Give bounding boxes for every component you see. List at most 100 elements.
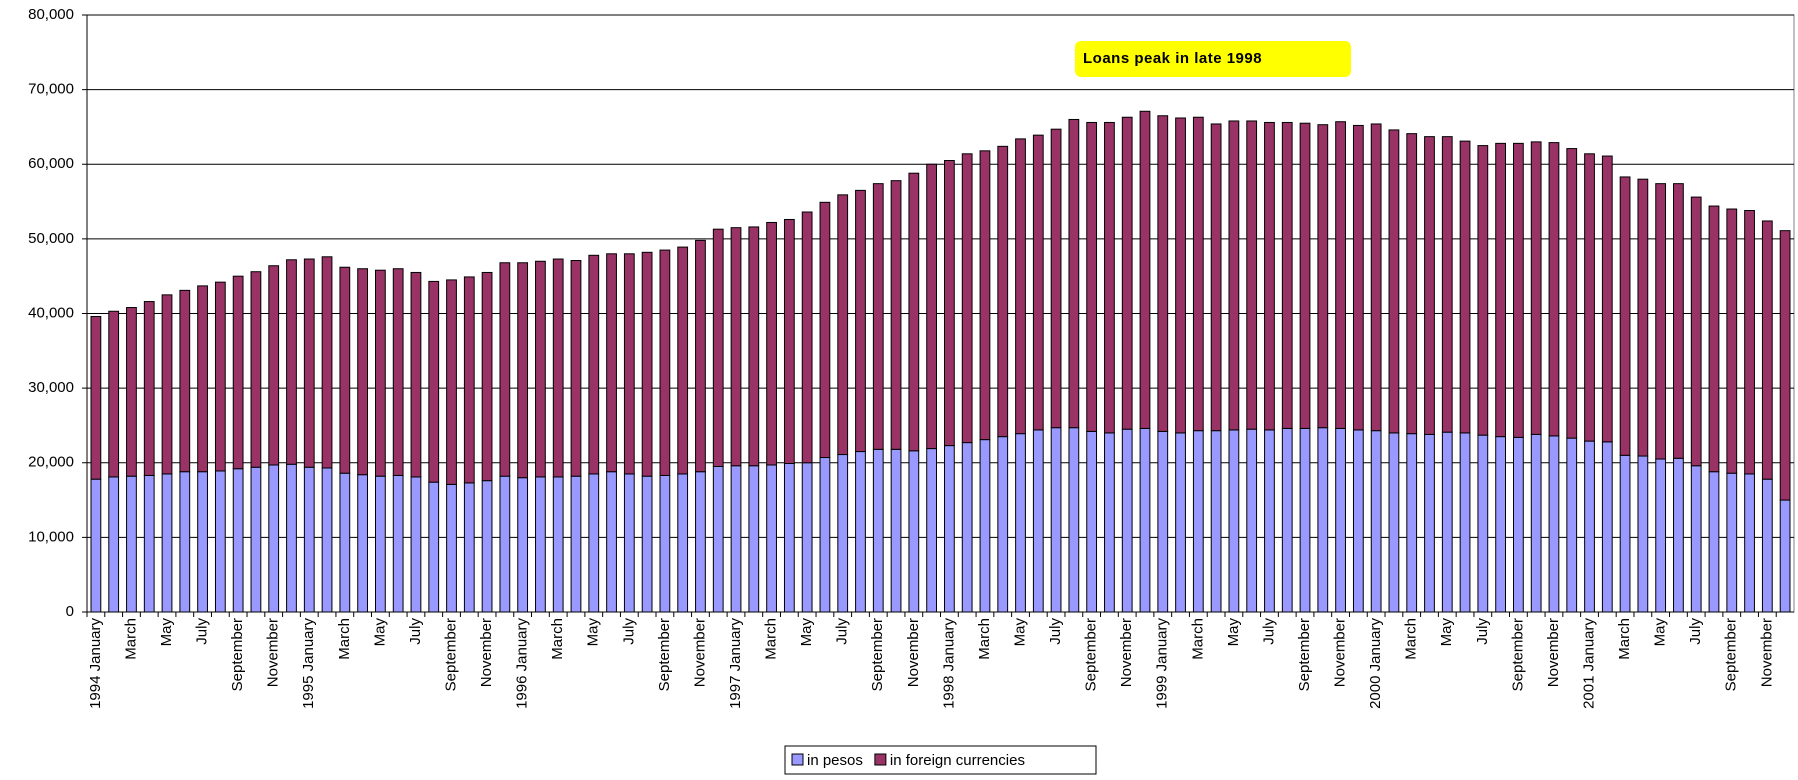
- bar-segment: [606, 253, 617, 473]
- bar-segment: [1619, 176, 1631, 456]
- bar-segment: [801, 211, 813, 464]
- bar-segment: [1228, 120, 1240, 431]
- bar-segment: [1210, 430, 1222, 613]
- legend-swatch: [874, 753, 887, 766]
- bar-segment: [1761, 478, 1773, 613]
- x-tick-label: July: [1474, 618, 1491, 645]
- bar-segment: [570, 260, 582, 477]
- bar-segment: [1352, 429, 1364, 613]
- bar-segment: [179, 289, 191, 473]
- y-tick-label: 10,000: [28, 528, 74, 545]
- bar-segment: [837, 454, 849, 613]
- bar-segment: [392, 268, 404, 476]
- bar-segment: [1370, 430, 1382, 613]
- x-tick-label: July: [1047, 618, 1064, 645]
- bar-segment: [250, 466, 262, 613]
- annotation: Loans peak in late 1998: [1083, 50, 1262, 67]
- bar-segment: [1495, 142, 1506, 438]
- x-tick-label: 1997 January: [727, 618, 744, 709]
- bar-segment: [623, 473, 635, 613]
- bar-segment: [1050, 427, 1062, 613]
- bar-segment: [944, 160, 955, 447]
- legend-box: [784, 745, 1097, 775]
- bar-segment: [748, 226, 760, 467]
- bar-segment: [339, 266, 351, 474]
- bar-segment: [1566, 437, 1578, 613]
- bar-segment: [517, 262, 529, 479]
- bar-segment: [1032, 429, 1044, 613]
- x-tick-label: September: [1296, 618, 1313, 691]
- bar-segment: [90, 315, 102, 480]
- bar-segment: [161, 294, 173, 475]
- bar-segment: [1726, 472, 1738, 613]
- x-tick-label: September: [442, 618, 459, 691]
- x-tick-label: July: [1687, 618, 1704, 645]
- bar-segment: [783, 218, 795, 464]
- bar-segment: [819, 201, 831, 459]
- bar-segment: [712, 228, 724, 467]
- bar-segment: [819, 457, 831, 613]
- bar-segment: [357, 268, 368, 476]
- bar-segment: [268, 464, 280, 613]
- bar-segment: [908, 172, 920, 452]
- bar-segment: [392, 474, 404, 613]
- bar-segment: [1513, 436, 1524, 613]
- bar-segment: [446, 279, 457, 485]
- x-tick-label: March: [122, 618, 139, 660]
- bar-segment: [1335, 427, 1346, 613]
- bar-segment: [1673, 183, 1684, 459]
- x-tick-label: July: [407, 618, 424, 645]
- bar-segment: [535, 476, 546, 613]
- bar-segment: [623, 253, 635, 475]
- bar-segment: [232, 468, 244, 613]
- bar-segment: [1406, 133, 1418, 435]
- bar-segment: [463, 482, 475, 613]
- bar-segment: [375, 269, 386, 477]
- bar-segment: [695, 471, 706, 613]
- x-tick-label: September: [1509, 618, 1526, 691]
- bar-segment: [1086, 121, 1098, 432]
- y-tick-label: 20,000: [28, 454, 74, 471]
- x-tick-label: March: [1403, 618, 1420, 660]
- bar-segment: [90, 478, 102, 613]
- x-tick-label: March: [1616, 618, 1633, 660]
- bar-segment: [1637, 178, 1649, 457]
- x-tick-label: 1994 January: [87, 618, 104, 709]
- annotation-box: [1075, 41, 1351, 77]
- bar-segment: [1299, 427, 1311, 613]
- bar-segment: [1032, 134, 1044, 431]
- bar-segment: [161, 473, 173, 613]
- y-tick-label: 40,000: [28, 304, 74, 321]
- x-tick-label: November: [691, 618, 708, 687]
- bar-segment: [1441, 431, 1453, 613]
- bar-segment: [1690, 196, 1702, 467]
- x-tick-label: May: [1438, 618, 1455, 647]
- bar-segment: [1121, 428, 1133, 613]
- x-tick-label: 1998 January: [940, 618, 957, 709]
- bar-segment: [552, 258, 564, 478]
- bar-segment: [1139, 110, 1151, 429]
- bar-segment: [1655, 458, 1667, 613]
- bar-segment: [1335, 121, 1346, 429]
- bar-segment: [214, 470, 226, 613]
- bar-segment: [1104, 432, 1115, 613]
- x-tick-label: March: [1189, 618, 1206, 660]
- bar-segment: [659, 474, 671, 613]
- bar-segment: [606, 471, 617, 613]
- bar-segment: [641, 251, 653, 477]
- bar-segment: [1015, 138, 1026, 435]
- bar-segment: [926, 163, 937, 450]
- x-tick-label: March: [336, 618, 353, 660]
- bar-segment: [1673, 457, 1684, 613]
- bar-segment: [499, 475, 511, 613]
- bar-segment: [1530, 433, 1542, 613]
- legend-label: in foreign currencies: [890, 752, 1025, 769]
- x-tick-label: July: [194, 618, 211, 645]
- x-tick-label: November: [1758, 618, 1775, 687]
- bar-segment: [1388, 432, 1400, 613]
- bar-segment: [1317, 427, 1329, 613]
- bar-segment: [179, 471, 191, 613]
- bar-segment: [1104, 121, 1115, 434]
- x-tick-label: May: [1225, 618, 1242, 647]
- bar-segment: [1050, 128, 1062, 429]
